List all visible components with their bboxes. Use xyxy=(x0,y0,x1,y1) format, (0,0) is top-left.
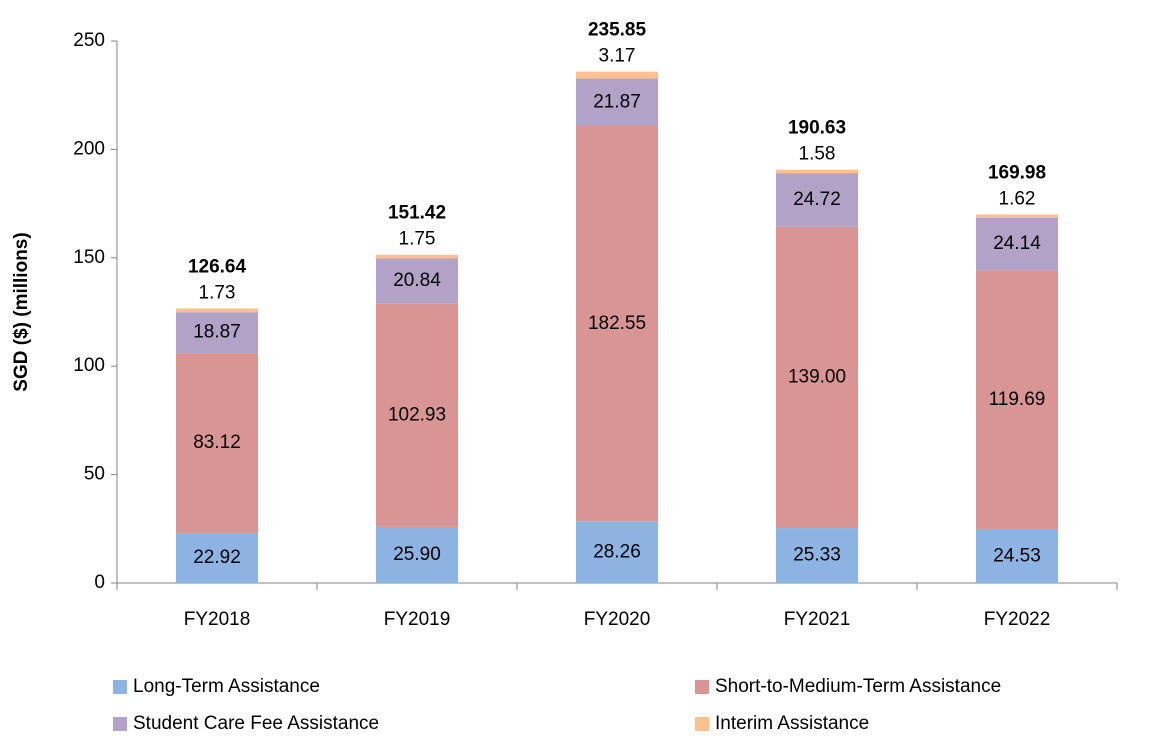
data-label: 1.58 xyxy=(799,144,836,165)
x-tick-label: FY2020 xyxy=(584,609,651,630)
data-label: 21.87 xyxy=(593,91,641,112)
bar-segment xyxy=(776,173,858,227)
data-label: 24.72 xyxy=(793,189,841,210)
legend-swatch xyxy=(695,680,709,694)
bar-segment xyxy=(576,71,658,79)
bar-segment xyxy=(376,526,458,583)
legend-label: Short-to-Medium-Term Assistance xyxy=(715,676,1001,697)
bar-segment xyxy=(776,169,858,174)
bar-segment xyxy=(976,214,1058,218)
y-tick-label: 50 xyxy=(84,464,105,485)
bar-segment xyxy=(176,312,258,354)
bar-segment xyxy=(776,226,858,529)
legend-label: Long-Term Assistance xyxy=(133,676,320,697)
bar-segment xyxy=(176,308,258,313)
data-label: 22.92 xyxy=(193,547,241,568)
bar-segment xyxy=(376,254,458,259)
bar-segment xyxy=(976,270,1058,530)
total-label: 169.98 xyxy=(988,162,1046,183)
data-label: 24.14 xyxy=(993,233,1041,254)
bar-segment xyxy=(576,78,658,126)
data-label: 83.12 xyxy=(193,432,241,453)
bar-segment xyxy=(376,303,458,527)
legend-swatch xyxy=(113,717,127,731)
y-axis-label: SGD ($) (millions) xyxy=(11,232,32,391)
x-tick-label: FY2022 xyxy=(984,609,1051,630)
bar-segment xyxy=(976,217,1058,271)
data-label: 24.53 xyxy=(993,545,1041,566)
bar-segment xyxy=(576,521,658,583)
legend-label: Interim Assistance xyxy=(715,713,869,734)
data-label: 1.75 xyxy=(399,229,436,250)
data-label: 139.00 xyxy=(788,366,846,387)
data-label: 20.84 xyxy=(393,270,441,291)
y-tick-label: 150 xyxy=(73,247,105,268)
legend-label: Student Care Fee Assistance xyxy=(133,713,379,734)
total-label: 151.42 xyxy=(388,203,446,224)
total-label: 235.85 xyxy=(588,20,647,41)
x-tick-label: FY2021 xyxy=(784,609,851,630)
bar-segment xyxy=(176,353,258,534)
data-label: 182.55 xyxy=(588,313,646,334)
data-label: 3.17 xyxy=(599,46,636,67)
x-tick-label: FY2018 xyxy=(184,609,251,630)
data-label: 28.26 xyxy=(593,541,641,562)
data-label: 1.73 xyxy=(199,282,236,303)
y-tick-label: 100 xyxy=(73,355,105,376)
data-label: 25.33 xyxy=(793,545,841,566)
total-label: 190.63 xyxy=(788,118,846,139)
y-tick-label: 0 xyxy=(94,572,105,593)
bar-segment xyxy=(576,125,658,522)
data-label: 119.69 xyxy=(989,389,1046,410)
data-label: 1.62 xyxy=(999,188,1036,209)
data-label: 18.87 xyxy=(193,322,241,343)
bar-segment xyxy=(376,258,458,304)
x-tick-label: FY2019 xyxy=(384,609,451,630)
y-tick-label: 250 xyxy=(73,30,105,51)
data-label: 25.90 xyxy=(393,544,441,565)
bar-segment xyxy=(976,529,1058,583)
total-label: 126.64 xyxy=(188,256,247,277)
legend-swatch xyxy=(113,680,127,694)
bar-segment xyxy=(176,533,258,583)
y-tick-label: 200 xyxy=(73,138,105,159)
bar-segment xyxy=(776,528,858,583)
legend-swatch xyxy=(695,717,709,731)
data-label: 102.93 xyxy=(388,404,446,425)
